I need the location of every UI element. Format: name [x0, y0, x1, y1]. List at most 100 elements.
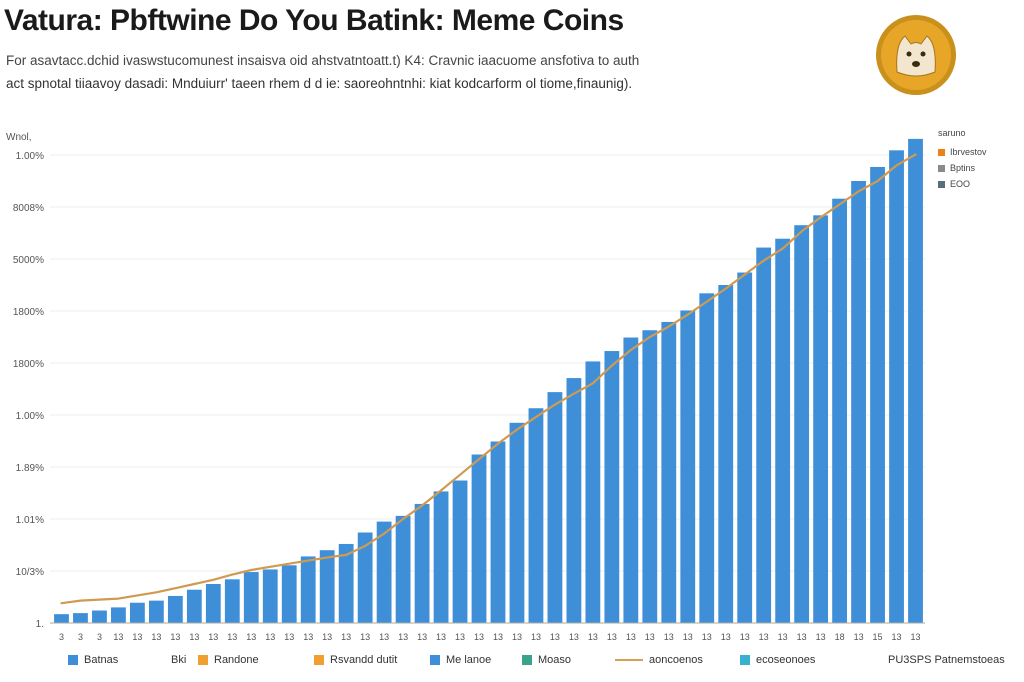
- subtitle-line-1: For asavtacc.dchid ivaswstucomunest insa…: [6, 53, 640, 68]
- y-tick-label: 10/3%: [16, 567, 44, 578]
- legend-label: Moaso: [538, 654, 572, 666]
- x-tick-label: 13: [474, 632, 484, 642]
- bar: [111, 607, 126, 623]
- x-tick-label: 13: [721, 632, 731, 642]
- legend-right-title: saruno: [938, 128, 966, 138]
- legend-item: PU3SPS Patnemstoeas: [872, 654, 1005, 666]
- y-tick-label: 1.00%: [16, 411, 44, 422]
- legend-bottom: Batnas Bki Randone Rsvandd dutit Me lano…: [60, 654, 1020, 674]
- bar: [585, 361, 601, 623]
- bar-series: [54, 138, 923, 623]
- legend-swatch: [155, 655, 165, 665]
- bar: [889, 150, 904, 623]
- x-tick-label: 13: [740, 632, 750, 642]
- bar: [642, 330, 658, 623]
- legend-label: Batnas: [84, 654, 119, 666]
- bar: [680, 310, 696, 623]
- x-tick-label: 13: [322, 632, 332, 642]
- legend-label: EOO: [950, 179, 971, 189]
- bar: [300, 556, 316, 623]
- x-tick-label: 13: [170, 632, 180, 642]
- x-tick-label: 13: [512, 632, 522, 642]
- legend-swatch: [522, 655, 532, 665]
- legend-item: Moaso: [522, 654, 571, 666]
- legend-label: Bptins: [950, 163, 976, 173]
- bar: [338, 543, 354, 623]
- y-axis-label: Wnol,: [6, 132, 32, 143]
- x-tick-label: 13: [531, 632, 541, 642]
- x-tick-label: 13: [797, 632, 807, 642]
- bar: [130, 602, 145, 623]
- bar: [452, 480, 468, 623]
- legend-item: Bptins: [938, 160, 987, 176]
- x-tick-label: 13: [569, 632, 579, 642]
- x-tick-label: 13: [759, 632, 769, 642]
- y-tick-label: 1.89%: [16, 463, 44, 474]
- legend-swatch: [938, 148, 945, 156]
- x-tick-label: 13: [284, 632, 294, 642]
- bar: [566, 378, 582, 623]
- x-tick-label: 13: [151, 632, 161, 642]
- bar: [718, 285, 734, 623]
- x-tick-label: 13: [778, 632, 788, 642]
- bar: [851, 181, 866, 623]
- x-tick-label: 13: [892, 632, 902, 642]
- legend-swatch: [740, 655, 750, 665]
- bar: [699, 293, 715, 623]
- x-tick-label: 13: [911, 632, 921, 642]
- bar: [186, 589, 202, 623]
- bar: [148, 600, 164, 623]
- gridlines: [50, 154, 925, 572]
- x-tick-label: 13: [189, 632, 199, 642]
- bar: [623, 337, 639, 623]
- bar: [243, 572, 259, 623]
- trend-line: [60, 153, 917, 605]
- legend-item: Rsvandd dutit: [314, 654, 397, 666]
- legend-swatch: [314, 655, 324, 665]
- x-tick-label: 13: [132, 632, 142, 642]
- legend-swatch: [938, 180, 945, 188]
- bar: [262, 569, 278, 623]
- bar: [490, 441, 506, 623]
- x-tick-label: 3: [59, 632, 64, 642]
- y-tick-label: 1.: [36, 619, 44, 630]
- legend-item: Randone: [198, 654, 259, 666]
- bar: [794, 225, 810, 623]
- x-tick-label: 13: [265, 632, 275, 642]
- bar: [73, 613, 88, 623]
- y-tick-label: 1.01%: [16, 515, 44, 526]
- x-tick-label: 13: [227, 632, 237, 642]
- legend-item: EOO: [938, 176, 987, 192]
- legend-label: PU3SPS Patnemstoeas: [888, 654, 1005, 666]
- legend-swatch: [938, 164, 945, 172]
- doge-coin-logo-icon: [876, 15, 956, 95]
- legend-item: Ibrvestov: [938, 144, 987, 160]
- bar: [528, 408, 544, 623]
- x-tick-label: 3: [97, 632, 102, 642]
- x-tick-label: 13: [607, 632, 617, 642]
- bar: [775, 238, 791, 623]
- bar: [756, 247, 772, 623]
- x-tick-label: 13: [455, 632, 465, 642]
- x-tick-label: 13: [341, 632, 351, 642]
- subtitle-line-2: act spnotal tiiaavoy dasadi: Mnduiurr' t…: [6, 76, 633, 91]
- bar: [832, 198, 847, 623]
- x-tick-label: 13: [702, 632, 712, 642]
- bar: [509, 422, 525, 623]
- legend-item: aoncoenos: [615, 654, 703, 666]
- legend-swatch: [872, 655, 882, 665]
- y-tick-label: 8008%: [13, 203, 44, 214]
- x-tick-label: 13: [664, 632, 674, 642]
- x-tick-label: 13: [360, 632, 370, 642]
- legend-item: Me lanoe: [430, 654, 491, 666]
- bar: [357, 532, 373, 623]
- x-tick-label: 13: [683, 632, 693, 642]
- x-tick-label: 13: [246, 632, 256, 642]
- x-tick-label: 13: [379, 632, 389, 642]
- legend-label: Bki: [171, 654, 187, 666]
- y-tick-label: 1800%: [13, 307, 44, 318]
- bar: [870, 166, 885, 623]
- x-tick-label: 13: [626, 632, 636, 642]
- bar: [281, 565, 297, 623]
